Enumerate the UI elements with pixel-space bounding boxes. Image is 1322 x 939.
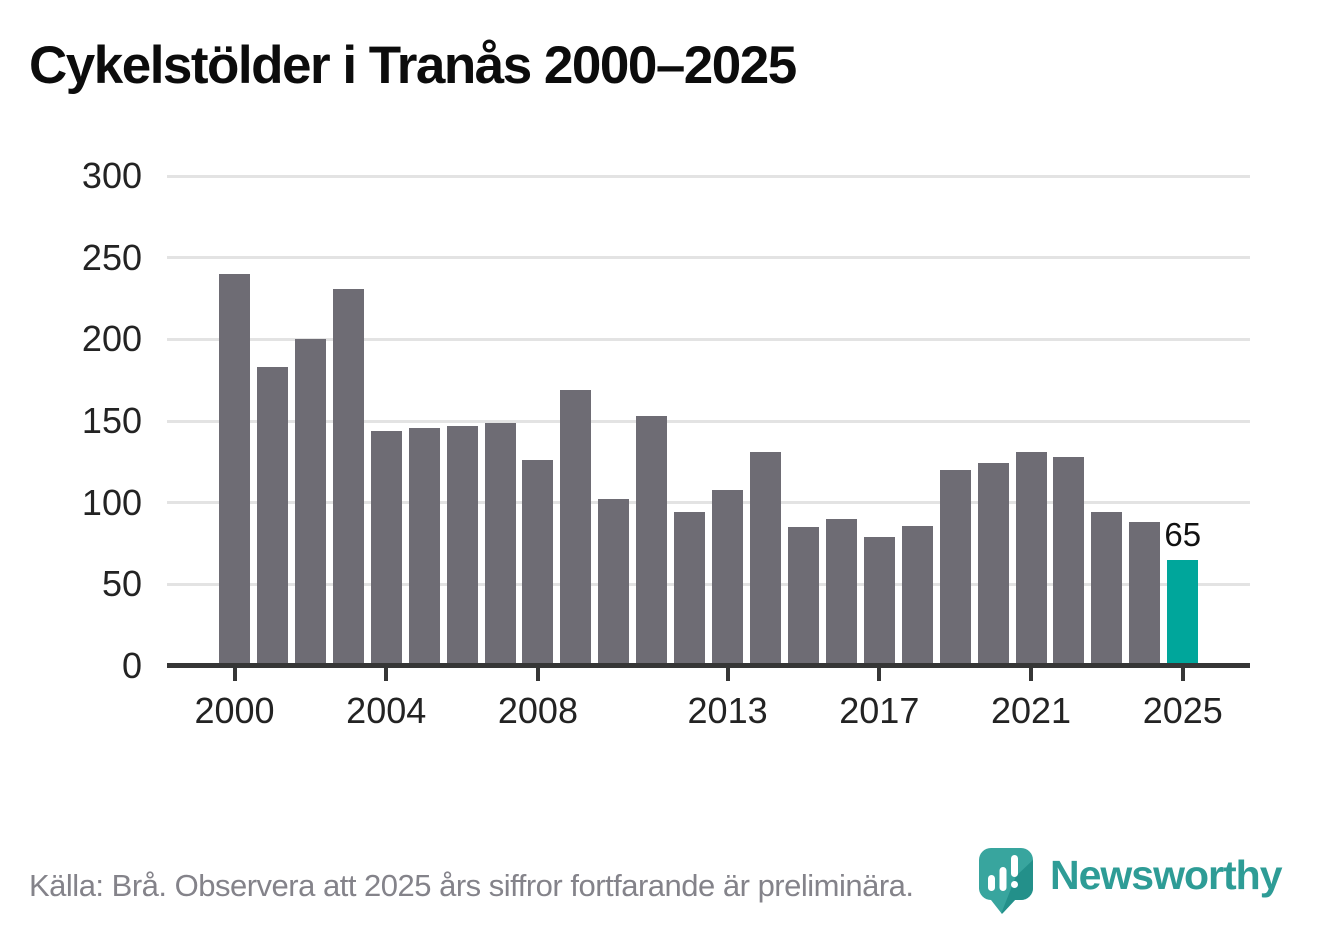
gridline-100	[167, 501, 1250, 505]
gridline-50	[167, 582, 1250, 586]
gridline-250	[167, 256, 1250, 260]
y-label-200: 200	[81, 318, 142, 360]
bar-2021	[1015, 452, 1047, 666]
bar-2011	[636, 416, 668, 666]
bar-2004	[370, 430, 402, 666]
x-tick-2000	[232, 668, 237, 681]
bar-2012	[674, 512, 706, 666]
bar-2019	[939, 470, 971, 666]
newsworthy-pin-icon	[979, 848, 1033, 914]
y-label-0: 0	[121, 645, 142, 686]
newsworthy-logo: Newsworthy	[979, 845, 1282, 917]
bar-2001	[256, 367, 288, 666]
y-label-150: 150	[81, 400, 142, 441]
chart-title: Cykelstölder i Tranås 2000–2025	[29, 36, 797, 95]
gridline-300	[167, 174, 1250, 178]
x-axis-line	[167, 663, 1250, 668]
x-label-2013: 2013	[687, 690, 768, 731]
y-label-250: 250	[81, 236, 142, 278]
bar-2014	[750, 452, 782, 666]
x-label-2025: 2025	[1142, 690, 1223, 731]
bar-2007	[484, 422, 516, 666]
x-tick-2008	[535, 668, 540, 681]
gridline-150	[167, 419, 1250, 423]
bar-2018	[901, 525, 933, 666]
gridline-200	[167, 337, 1250, 341]
bar-2005	[408, 427, 440, 666]
x-label-2000: 2000	[194, 690, 275, 731]
bar-2006	[446, 425, 478, 666]
x-tick-2004	[384, 668, 389, 681]
bar-2024	[1129, 522, 1161, 666]
bar-2016	[825, 519, 857, 666]
y-label-50: 50	[101, 563, 142, 605]
bar-2025	[1167, 559, 1199, 666]
x-label-2017: 2017	[839, 690, 920, 731]
x-label-2021: 2021	[990, 690, 1072, 731]
bar-2017	[863, 536, 895, 666]
data-label-2025: 65	[1164, 515, 1202, 553]
x-label-2004: 2004	[346, 690, 427, 731]
bar-2023	[1091, 512, 1123, 666]
bar-2003	[332, 288, 364, 666]
x-tick-2025	[1180, 668, 1185, 681]
x-tick-2017	[877, 668, 882, 681]
bar-2008	[522, 460, 554, 666]
bar-2022	[1053, 456, 1085, 666]
y-label-300: 300	[81, 155, 142, 196]
bar-2015	[787, 527, 819, 666]
x-tick-2013	[725, 668, 730, 681]
x-label-2008: 2008	[497, 690, 578, 731]
bar-2009	[560, 389, 592, 666]
bar-2010	[598, 499, 630, 666]
x-tick-2021	[1029, 668, 1034, 681]
y-label-100: 100	[81, 481, 142, 523]
bar-2020	[977, 463, 1009, 666]
newsworthy-wordmark: Newsworthy	[1050, 852, 1282, 898]
bar-2002	[294, 339, 326, 666]
source-note: Källa: Brå. Observera att 2025 års siffr…	[29, 868, 914, 903]
plot-area	[167, 174, 1250, 666]
bar-2000	[219, 274, 250, 666]
bar-2013	[712, 489, 744, 666]
